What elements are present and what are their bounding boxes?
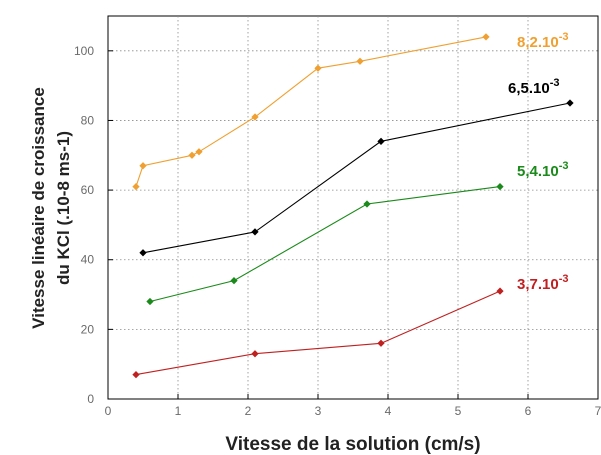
series-lines bbox=[132, 33, 574, 379]
data-point bbox=[195, 148, 203, 156]
plot-area bbox=[107, 15, 599, 400]
series-labels: 8,2.10-3 6,5.10-3 5,4.10-3 3,7.10-3 bbox=[508, 31, 569, 293]
series-label: 3,7.10-3 bbox=[517, 273, 569, 293]
x-tick-label: 6 bbox=[525, 404, 532, 418]
data-point bbox=[251, 228, 259, 236]
data-point bbox=[377, 137, 385, 145]
x-axis-ticks: 0 1 2 3 4 5 6 7 bbox=[105, 394, 601, 418]
y-tick-label: 100 bbox=[74, 44, 94, 58]
data-point bbox=[251, 350, 259, 358]
x-tick-label: 4 bbox=[385, 404, 392, 418]
series-label: 8,2.10-3 bbox=[517, 31, 569, 51]
x-axis-title: Vitesse de la solution (cm/s) bbox=[225, 434, 480, 455]
data-point bbox=[188, 151, 196, 159]
grid bbox=[108, 16, 598, 399]
y-axis-title-line2: du KCl (.10-8 ms-1) bbox=[54, 131, 73, 285]
series-label: 5,4.10-3 bbox=[517, 160, 569, 180]
data-point bbox=[496, 287, 504, 295]
data-point bbox=[314, 64, 322, 72]
data-point bbox=[139, 249, 147, 257]
data-point bbox=[230, 276, 238, 285]
data-point bbox=[377, 339, 385, 347]
y-tick-label: 40 bbox=[81, 253, 95, 267]
x-tick-label: 2 bbox=[245, 404, 252, 418]
series-line bbox=[135, 36, 487, 187]
y-tick-label: 60 bbox=[81, 183, 95, 197]
data-point bbox=[139, 162, 147, 170]
series-label: 6,5.10-3 bbox=[508, 77, 560, 97]
x-tick-label: 3 bbox=[315, 404, 322, 418]
data-point bbox=[146, 297, 154, 306]
data-point bbox=[482, 33, 490, 41]
series-line bbox=[149, 186, 501, 303]
data-point bbox=[132, 182, 140, 191]
data-point bbox=[356, 57, 364, 65]
x-tick-label: 0 bbox=[105, 404, 112, 418]
series-line bbox=[135, 290, 501, 376]
x-tick-label: 7 bbox=[595, 404, 601, 418]
y-tick-label: 0 bbox=[87, 392, 94, 406]
data-point bbox=[132, 371, 140, 379]
data-point bbox=[363, 200, 371, 208]
y-tick-label: 20 bbox=[81, 322, 95, 336]
data-point bbox=[566, 99, 574, 107]
y-tick-label: 80 bbox=[81, 113, 95, 127]
x-tick-label: 5 bbox=[455, 404, 462, 418]
x-tick-label: 1 bbox=[175, 404, 182, 418]
data-point bbox=[496, 182, 504, 191]
series-line bbox=[142, 102, 571, 254]
y-axis-title-line1: Vitesse linéaire de croissance bbox=[29, 87, 48, 329]
data-point bbox=[251, 113, 259, 121]
y-axis-ticks: 0 20 40 60 80 100 bbox=[74, 44, 113, 406]
